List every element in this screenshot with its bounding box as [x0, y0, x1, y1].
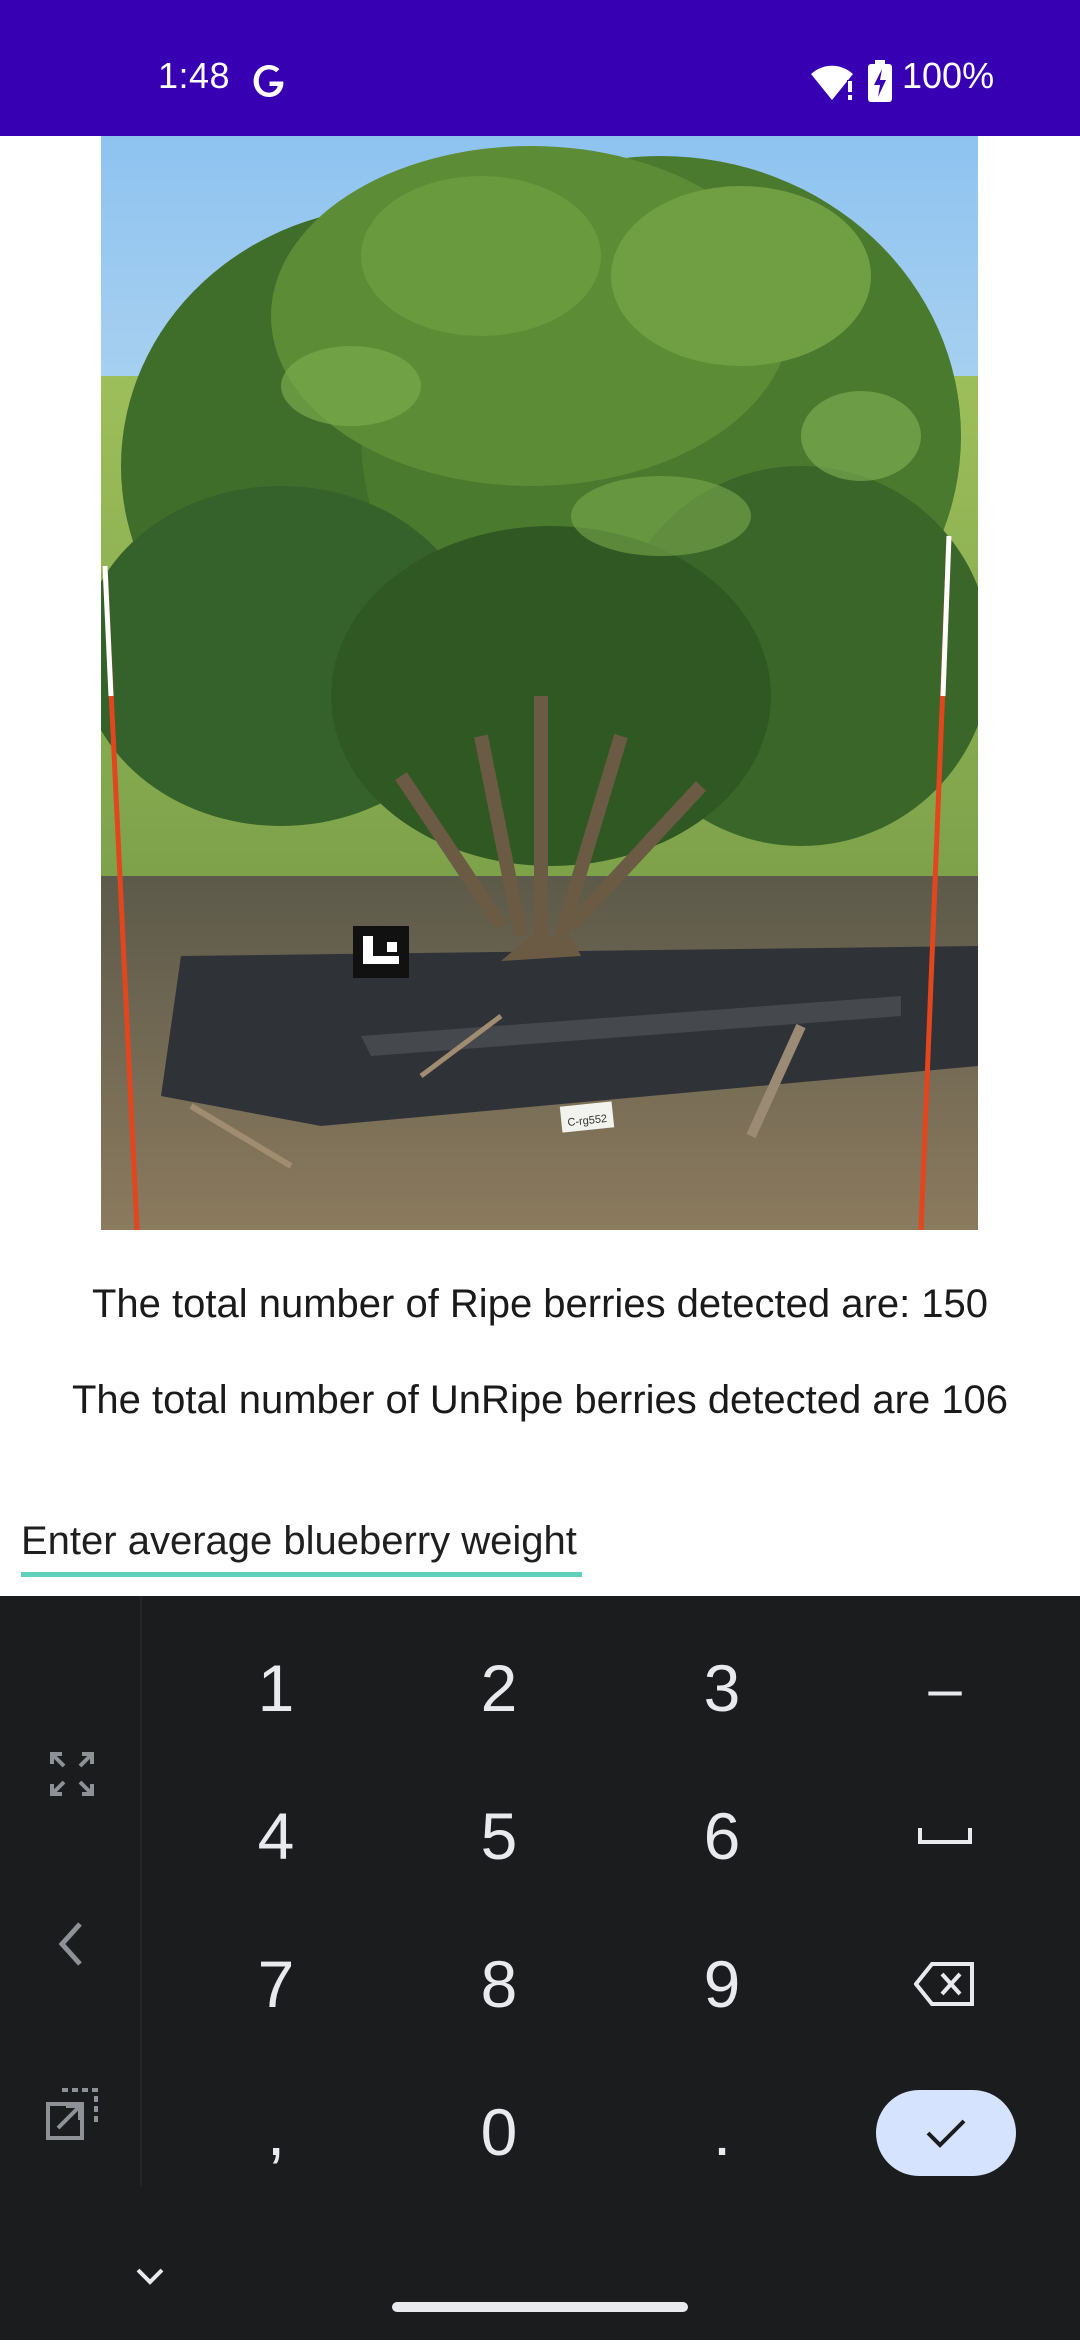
key-8[interactable]: 8 [480, 1947, 518, 2021]
fullscreen-icon[interactable] [30, 1732, 114, 1816]
battery-percent: 100% [902, 55, 995, 96]
wifi-icon [811, 65, 853, 100]
key-3[interactable]: 3 [703, 1651, 741, 1725]
key-0[interactable]: 0 [480, 2095, 518, 2169]
battery-charging-icon [868, 60, 892, 102]
key-6[interactable]: 6 [703, 1799, 741, 1873]
key-7[interactable]: 7 [257, 1947, 295, 2021]
space-icon [918, 1828, 972, 1844]
key-5[interactable]: 5 [480, 1799, 518, 1873]
keyboard-collapse-button[interactable] [120, 2246, 180, 2306]
plant-tag-text: C-rg552 [567, 1113, 608, 1129]
unripe-count-text: The total number of UnRipe berries detec… [71, 1378, 1009, 1422]
key-9[interactable]: 9 [703, 1947, 741, 2021]
google-g-icon [253, 65, 284, 97]
key-backspace[interactable] [845, 1919, 1045, 2049]
key-comma[interactable]: , [266, 2095, 286, 2169]
back-arrow-icon[interactable] [30, 1902, 114, 1986]
home-gesture-handle[interactable] [392, 2302, 688, 2312]
weight-field[interactable] [21, 1512, 582, 1578]
key-4[interactable]: 4 [257, 1799, 295, 1873]
weight-input[interactable] [21, 1512, 582, 1570]
checkmark-icon [926, 2119, 966, 2148]
blueberry-bush-photo: C-rg552 [101, 136, 978, 1230]
status-time: 1:48 [158, 55, 231, 96]
backspace-icon [914, 1962, 974, 2006]
done-button[interactable] [876, 2090, 1016, 2176]
key-2[interactable]: 2 [480, 1651, 518, 1725]
ripe-count-text: The total number of Ripe berries detecte… [91, 1282, 989, 1326]
key-minus[interactable]: – [928, 1654, 962, 1722]
key-1[interactable]: 1 [257, 1651, 295, 1725]
key-space[interactable] [845, 1771, 1045, 1901]
status-bar: 1:48 100% [0, 0, 1080, 136]
key-period[interactable]: . [712, 2095, 732, 2169]
floating-keyboard-icon[interactable] [30, 2072, 114, 2156]
input-underline [21, 1572, 582, 1577]
keyboard-divider [140, 1596, 142, 2186]
numeric-keyboard: 1 2 3 – 4 5 6 7 8 9 , 0 . [0, 1596, 1080, 2340]
chevron-down-icon [136, 2268, 164, 2285]
